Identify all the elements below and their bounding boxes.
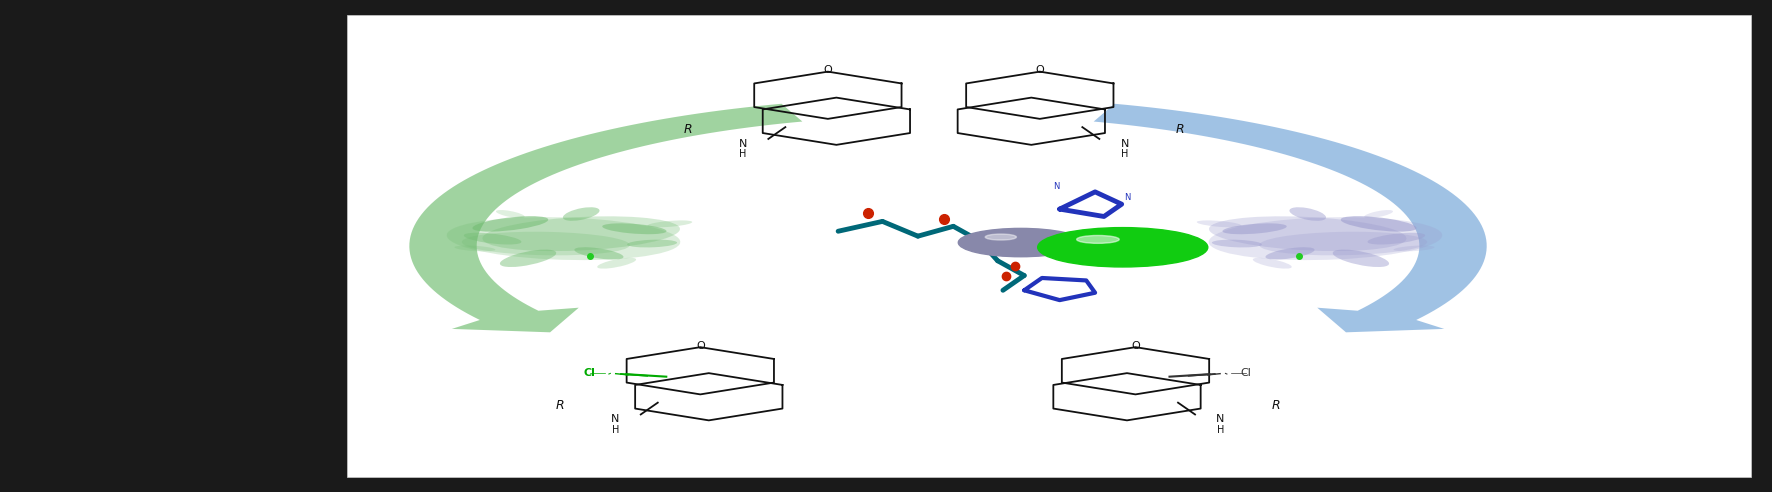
Text: N: N: [1120, 139, 1129, 149]
Text: R: R: [1272, 399, 1279, 411]
Text: H: H: [1122, 149, 1129, 159]
Ellipse shape: [500, 249, 556, 267]
Ellipse shape: [1038, 228, 1209, 267]
Ellipse shape: [574, 247, 624, 260]
Ellipse shape: [1341, 216, 1416, 232]
Ellipse shape: [1393, 246, 1435, 251]
Ellipse shape: [1260, 232, 1426, 255]
Ellipse shape: [1212, 240, 1262, 247]
Ellipse shape: [1364, 210, 1393, 218]
Ellipse shape: [1077, 236, 1120, 244]
Ellipse shape: [597, 258, 636, 269]
Ellipse shape: [602, 223, 666, 234]
Text: H: H: [611, 425, 618, 435]
Text: R: R: [684, 123, 691, 136]
Ellipse shape: [1209, 217, 1442, 260]
Ellipse shape: [462, 232, 629, 255]
Text: H: H: [739, 149, 746, 159]
FancyBboxPatch shape: [347, 15, 1751, 477]
Polygon shape: [1093, 104, 1487, 332]
Text: O: O: [824, 65, 833, 75]
Ellipse shape: [1196, 220, 1242, 227]
Text: Cl: Cl: [1240, 368, 1251, 378]
Ellipse shape: [563, 207, 599, 221]
Ellipse shape: [482, 216, 680, 251]
Text: H: H: [1217, 425, 1224, 435]
Ellipse shape: [1209, 216, 1407, 251]
Ellipse shape: [454, 246, 496, 251]
Text: Cl: Cl: [583, 368, 595, 378]
Ellipse shape: [464, 233, 521, 245]
Text: O: O: [696, 341, 705, 351]
Text: N: N: [739, 139, 748, 149]
Ellipse shape: [1368, 233, 1425, 245]
Ellipse shape: [959, 228, 1083, 257]
Text: R: R: [1177, 123, 1184, 136]
Text: N: N: [611, 414, 620, 424]
Ellipse shape: [496, 210, 525, 218]
Text: N: N: [1053, 183, 1060, 191]
Ellipse shape: [1290, 207, 1325, 221]
Text: N: N: [1216, 414, 1224, 424]
Text: O: O: [1035, 65, 1044, 75]
Ellipse shape: [1333, 249, 1389, 267]
Ellipse shape: [627, 240, 677, 247]
Ellipse shape: [1253, 258, 1292, 269]
Text: O: O: [1131, 341, 1139, 351]
Ellipse shape: [1223, 223, 1286, 234]
Polygon shape: [409, 104, 803, 332]
Ellipse shape: [473, 216, 548, 232]
Ellipse shape: [1265, 247, 1315, 260]
Ellipse shape: [647, 220, 693, 227]
Text: R: R: [556, 399, 563, 411]
Ellipse shape: [985, 234, 1017, 240]
Ellipse shape: [447, 217, 680, 260]
Text: N: N: [1123, 193, 1131, 202]
